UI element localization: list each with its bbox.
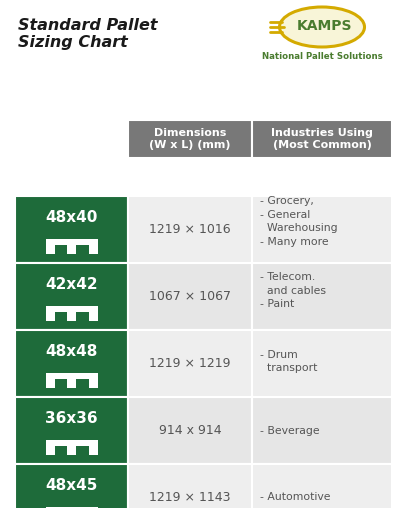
Bar bbox=[252, 464, 392, 508]
Bar bbox=[252, 120, 392, 158]
Text: Industries Using
(Most Common): Industries Using (Most Common) bbox=[271, 128, 373, 150]
Bar bbox=[128, 120, 252, 158]
Text: KAMPS: KAMPS bbox=[297, 19, 353, 33]
Text: - Grocery,
- General
  Warehousing
- Many more: - Grocery, - General Warehousing - Many … bbox=[260, 196, 338, 247]
Bar bbox=[128, 263, 252, 330]
Text: 48x48: 48x48 bbox=[45, 344, 98, 359]
Bar bbox=[46, 239, 98, 245]
Bar bbox=[46, 312, 54, 321]
Text: 1219 × 1143: 1219 × 1143 bbox=[149, 491, 231, 504]
Bar bbox=[46, 440, 98, 446]
Bar bbox=[15, 464, 128, 508]
Bar bbox=[46, 306, 98, 312]
Bar bbox=[46, 446, 54, 455]
Bar bbox=[252, 397, 392, 464]
Bar bbox=[89, 312, 98, 321]
Text: Standard Pallet: Standard Pallet bbox=[18, 18, 158, 33]
Text: - Automotive: - Automotive bbox=[260, 492, 330, 502]
Bar bbox=[128, 397, 252, 464]
Bar bbox=[128, 330, 252, 397]
Bar bbox=[89, 379, 98, 388]
Text: - Beverage: - Beverage bbox=[260, 426, 320, 435]
Bar bbox=[252, 330, 392, 397]
Bar bbox=[252, 263, 392, 330]
Bar bbox=[89, 446, 98, 455]
Bar bbox=[128, 464, 252, 508]
Text: 48x45: 48x45 bbox=[45, 478, 98, 493]
Bar bbox=[67, 446, 76, 455]
Bar bbox=[15, 397, 128, 464]
Text: - Telecom.
  and cables
- Paint: - Telecom. and cables - Paint bbox=[260, 272, 326, 309]
Bar bbox=[46, 245, 54, 254]
Bar bbox=[67, 245, 76, 254]
Ellipse shape bbox=[280, 7, 364, 47]
Bar bbox=[67, 379, 76, 388]
Text: 48x40: 48x40 bbox=[45, 210, 98, 225]
Text: 1067 × 1067: 1067 × 1067 bbox=[149, 290, 231, 303]
Bar bbox=[252, 196, 392, 263]
Text: 42x42: 42x42 bbox=[45, 277, 98, 292]
Text: 1219 × 1016: 1219 × 1016 bbox=[149, 223, 231, 236]
Bar bbox=[46, 379, 54, 388]
Text: 914 x 914: 914 x 914 bbox=[159, 424, 221, 437]
Text: Dimensions
(W x L) (mm): Dimensions (W x L) (mm) bbox=[149, 128, 231, 150]
Text: 1219 × 1219: 1219 × 1219 bbox=[149, 357, 231, 370]
Bar bbox=[15, 330, 128, 397]
Text: - Drum
  transport: - Drum transport bbox=[260, 350, 318, 373]
Bar bbox=[15, 196, 128, 263]
Text: Sizing Chart: Sizing Chart bbox=[18, 35, 128, 50]
Bar bbox=[128, 196, 252, 263]
Bar bbox=[15, 263, 128, 330]
Bar bbox=[67, 312, 76, 321]
Text: 36x36: 36x36 bbox=[45, 411, 98, 426]
Text: National Pallet Solutions: National Pallet Solutions bbox=[262, 52, 382, 61]
Bar bbox=[89, 245, 98, 254]
Bar bbox=[46, 373, 98, 379]
Bar bbox=[46, 507, 98, 508]
